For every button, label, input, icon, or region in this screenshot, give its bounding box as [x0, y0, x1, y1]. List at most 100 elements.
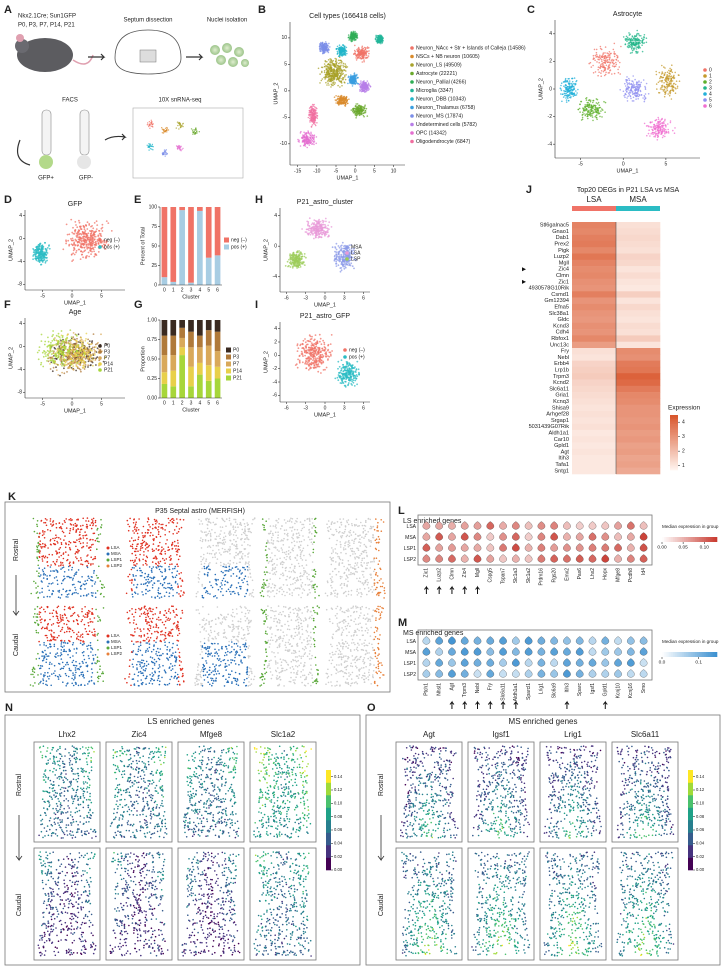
cell-point: [315, 120, 317, 122]
cell-point: [360, 57, 362, 59]
cell-point: [150, 124, 151, 125]
cell-point: [627, 100, 629, 102]
cell-point: [656, 83, 658, 85]
cell-point: [46, 346, 48, 348]
cell-point: [344, 76, 346, 78]
cell-point: [304, 139, 306, 141]
cell-point: [340, 66, 342, 68]
panel-title: Astrocyte: [613, 11, 642, 18]
cell-point: [164, 149, 165, 150]
cell-point: [575, 94, 577, 96]
cell-point: [92, 347, 94, 349]
cell-point: [379, 40, 381, 42]
cell-point: [45, 355, 47, 357]
cell-point: [595, 106, 597, 108]
cell-point: [571, 85, 573, 87]
cell-point: [625, 93, 627, 95]
cell-point: [94, 359, 96, 361]
cell-point: [328, 84, 330, 86]
cell-point: [605, 72, 607, 74]
cell-point: [591, 66, 593, 68]
cell-point: [86, 333, 88, 335]
cell-point: [667, 123, 669, 125]
cell-point: [88, 224, 90, 226]
cell-point: [305, 141, 307, 143]
cell-point: [356, 49, 358, 51]
cell-point: [571, 88, 573, 90]
legend-label: OPC (14342): [416, 130, 447, 136]
cell-point: [341, 99, 343, 101]
cell-point: [324, 78, 326, 80]
cell-point: [325, 82, 327, 84]
cell-point: [357, 33, 359, 35]
cell-point: [355, 75, 357, 77]
cell-point: [91, 231, 93, 233]
cell-point: [661, 125, 663, 127]
cell-point: [48, 244, 50, 246]
cell-point: [334, 74, 336, 76]
cell-point: [78, 229, 80, 231]
cell-point: [361, 54, 363, 56]
cell-point: [321, 80, 323, 82]
cell-point: [306, 147, 308, 149]
cell-point: [585, 109, 587, 111]
cell-point: [665, 79, 667, 81]
cell-point: [87, 221, 89, 223]
cell-point: [312, 115, 314, 117]
cell-point: [624, 83, 626, 85]
cell-point: [362, 46, 364, 48]
cell-point: [644, 96, 646, 98]
cell-point: [669, 95, 671, 97]
cell-point: [78, 234, 80, 236]
cell-point: [595, 55, 597, 57]
cell-point: [67, 354, 69, 356]
cell-point: [325, 47, 327, 49]
cell-point: [654, 125, 656, 127]
cell-point: [380, 36, 382, 38]
cell-point: [339, 44, 341, 46]
cell-point: [355, 106, 357, 108]
cell-point: [339, 47, 341, 49]
cell-point: [41, 258, 43, 260]
cell-point: [606, 60, 608, 62]
cell-point: [644, 34, 646, 36]
cell-point: [91, 251, 93, 253]
cell-point: [328, 69, 330, 71]
cell-point: [309, 144, 311, 146]
cell-point: [639, 94, 641, 96]
legend-label: NSCs + NB neuron (10605): [416, 54, 480, 60]
cell-point: [92, 239, 94, 241]
cell-point: [330, 77, 332, 79]
cell-point: [574, 77, 576, 79]
cell-point: [75, 224, 77, 226]
cell-point: [337, 85, 339, 87]
cell-point: [44, 344, 46, 346]
panel-letter: A: [4, 4, 12, 16]
cell-point: [380, 43, 382, 45]
cell-point: [55, 343, 57, 345]
cell-point: [364, 50, 366, 52]
cell-point: [640, 40, 642, 42]
cell-point: [368, 89, 370, 91]
cell-point: [38, 246, 40, 248]
cell-point: [348, 34, 350, 36]
cell-point: [634, 84, 636, 86]
cell-point: [635, 88, 637, 90]
cell-point: [312, 137, 314, 139]
cell-point: [80, 244, 82, 246]
y-tick-label: -5: [283, 115, 288, 121]
cell-point: [629, 43, 631, 45]
cell-point: [50, 361, 52, 363]
cell-point: [365, 47, 367, 49]
cell-point: [611, 62, 613, 64]
cell-point: [96, 220, 98, 222]
cell-point: [148, 125, 149, 126]
cell-point: [89, 360, 91, 362]
cell-point: [78, 239, 80, 241]
cell-point: [88, 252, 90, 254]
cell-point: [343, 96, 345, 98]
cell-point: [366, 55, 368, 57]
cell-point: [82, 344, 84, 346]
cell-point: [599, 116, 601, 118]
cell-point: [333, 79, 335, 81]
